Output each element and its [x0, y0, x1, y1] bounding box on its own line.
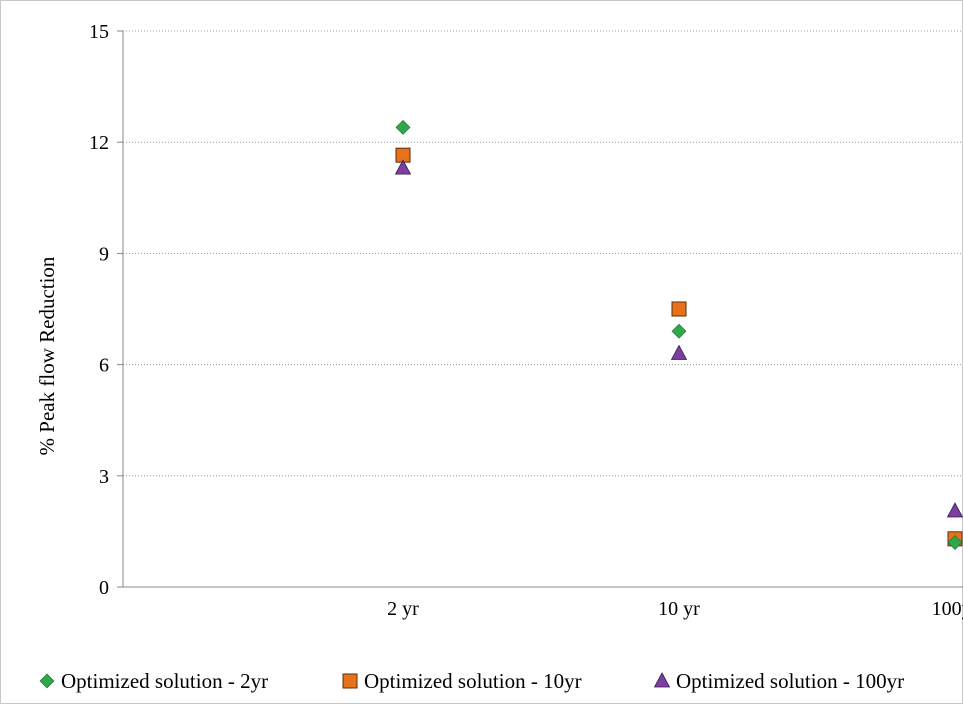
y-tick-label: 3	[99, 466, 109, 488]
data-point-square	[671, 301, 687, 317]
y-tick-label: 12	[89, 132, 109, 154]
legend: Optimized solution - 2yr Optimized soluti…	[39, 669, 904, 693]
y-axis-title: % Peak flow Reduction	[35, 256, 59, 455]
data-point-diamond	[671, 323, 687, 339]
axes	[117, 30, 963, 588]
data-point-triangle	[394, 159, 412, 175]
data-points	[394, 119, 963, 550]
x-tick-labels: 2 yr 10 yr 100yr	[387, 598, 963, 620]
y-tick-label: 0	[99, 577, 109, 599]
data-point-triangle	[946, 502, 963, 518]
legend-marker-triangle	[653, 672, 671, 688]
y-tick-label: 9	[99, 243, 109, 265]
data-point-diamond	[395, 119, 411, 135]
y-tick-label: 6	[99, 355, 109, 377]
x-tick-label: 2 yr	[387, 598, 419, 620]
legend-label: Optimized solution - 100yr	[676, 669, 904, 693]
y-tick-label: 15	[89, 21, 109, 43]
legend-label: Optimized solution - 10yr	[364, 669, 582, 693]
x-tick-label: 10 yr	[658, 598, 700, 620]
y-tick-labels: 0 3 6 9 12 15	[89, 21, 109, 599]
gridlines	[123, 30, 963, 477]
data-point-diamond	[947, 535, 963, 550]
x-tick-label: 100yr	[932, 598, 963, 620]
legend-marker-diamond	[39, 673, 55, 689]
legend-label: Optimized solution - 2yr	[61, 669, 268, 693]
legend-marker-square	[342, 673, 358, 689]
data-point-triangle	[670, 344, 688, 360]
